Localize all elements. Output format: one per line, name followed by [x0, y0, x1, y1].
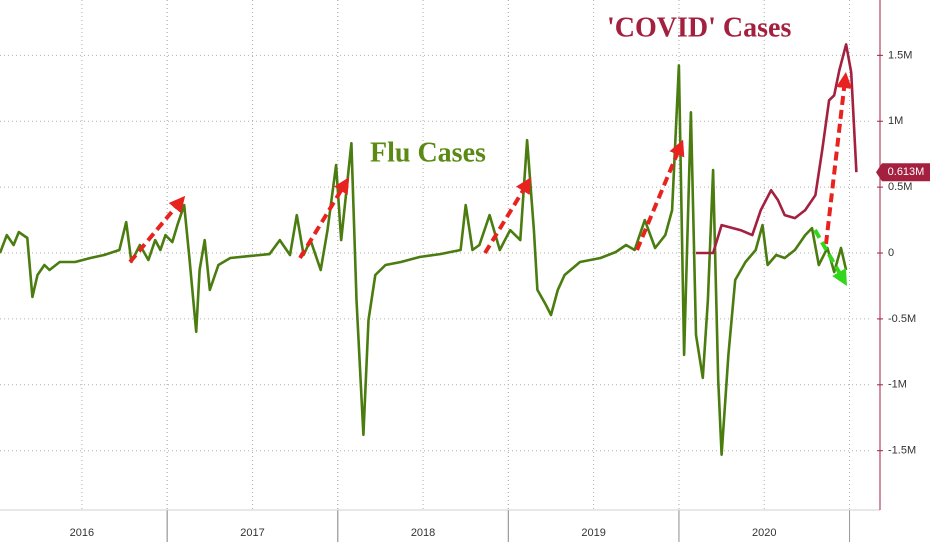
y-tick-label: -1.5M — [888, 445, 916, 457]
x-tick-label: 2020 — [752, 527, 776, 539]
annotation: Flu Cases — [370, 137, 486, 168]
arrow — [813, 229, 847, 286]
plot: 0.613M — [0, 43, 930, 456]
line-series — [0, 64, 848, 456]
y-tick-label: 0.5M — [888, 181, 912, 193]
arrow — [635, 139, 685, 251]
y-tick-label: 1.5M — [888, 49, 912, 61]
y-tick-label: 0 — [888, 247, 894, 259]
x-tick-label: 2017 — [240, 527, 264, 539]
annotation: 'COVID' Cases — [607, 12, 791, 43]
y-tick-label: 1M — [888, 115, 903, 127]
x-tick-label: 2019 — [581, 527, 605, 539]
x-tick-label: 2018 — [411, 527, 435, 539]
y-tick-label: -1M — [888, 379, 907, 391]
y-tick-label: -0.5M — [888, 313, 916, 325]
arrow — [298, 177, 350, 260]
value-badge — [876, 163, 930, 182]
annotation-arrows — [128, 72, 853, 286]
value-label: 0.613M — [888, 166, 925, 178]
line-series — [696, 43, 858, 255]
x-tick-label: 2016 — [70, 527, 94, 539]
